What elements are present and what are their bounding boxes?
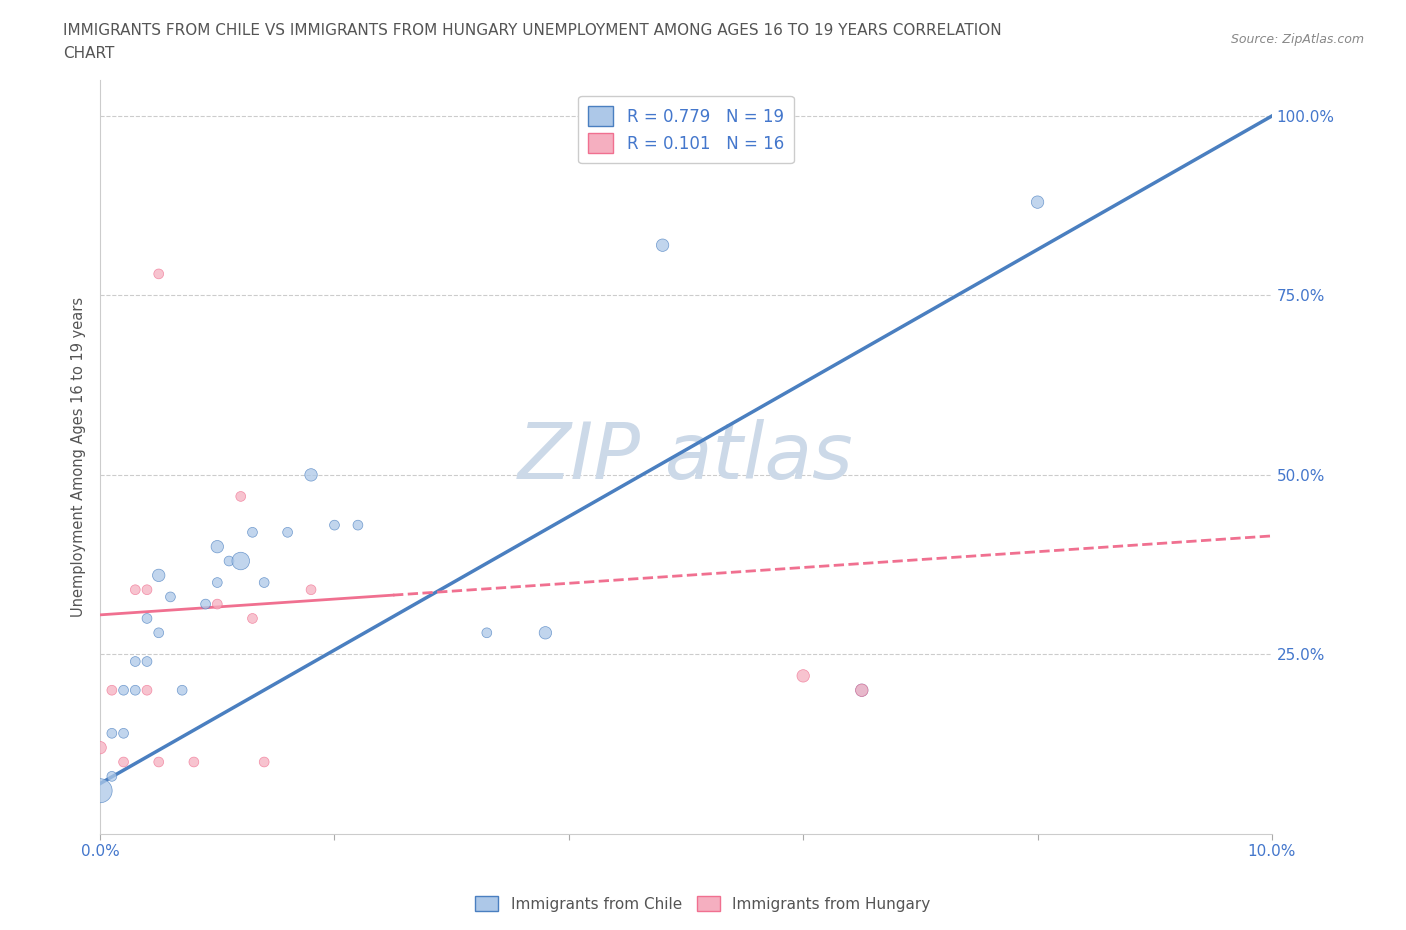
Point xyxy=(1026,194,1049,209)
Point xyxy=(148,267,170,282)
Point xyxy=(242,525,264,539)
Point xyxy=(112,725,135,740)
Point xyxy=(112,754,135,769)
Point xyxy=(651,238,673,253)
Point xyxy=(207,575,229,590)
Point xyxy=(89,740,111,755)
Point xyxy=(124,683,146,698)
Point xyxy=(475,625,498,640)
Point xyxy=(207,597,229,612)
Text: ZIP atlas: ZIP atlas xyxy=(519,418,853,495)
Point xyxy=(851,683,873,698)
Point xyxy=(299,582,322,597)
Point xyxy=(148,568,170,583)
Point xyxy=(851,683,873,698)
Point xyxy=(229,489,252,504)
Point xyxy=(229,553,252,568)
Point xyxy=(112,683,135,698)
Point xyxy=(792,669,814,684)
Point xyxy=(124,582,146,597)
Point xyxy=(124,654,146,669)
Point xyxy=(299,468,322,483)
Text: CHART: CHART xyxy=(63,46,115,61)
Point xyxy=(136,611,159,626)
Point xyxy=(136,582,159,597)
Point xyxy=(148,754,170,769)
Point xyxy=(194,597,217,612)
Legend: R = 0.779   N = 19, R = 0.101   N = 16: R = 0.779 N = 19, R = 0.101 N = 16 xyxy=(578,96,794,164)
Point xyxy=(136,654,159,669)
Text: IMMIGRANTS FROM CHILE VS IMMIGRANTS FROM HUNGARY UNEMPLOYMENT AMONG AGES 16 TO 1: IMMIGRANTS FROM CHILE VS IMMIGRANTS FROM… xyxy=(63,23,1002,38)
Point xyxy=(207,539,229,554)
Point xyxy=(89,783,111,798)
Point xyxy=(148,625,170,640)
Point xyxy=(101,683,124,698)
Point xyxy=(347,518,370,533)
Point xyxy=(253,575,276,590)
Point xyxy=(101,769,124,784)
Point xyxy=(277,525,299,539)
Y-axis label: Unemployment Among Ages 16 to 19 years: Unemployment Among Ages 16 to 19 years xyxy=(72,297,86,617)
Point xyxy=(136,683,159,698)
Point xyxy=(218,553,240,568)
Point xyxy=(534,625,557,640)
Point xyxy=(101,725,124,740)
Point xyxy=(253,754,276,769)
Point xyxy=(172,683,194,698)
Point xyxy=(183,754,205,769)
Point xyxy=(159,590,181,604)
Text: Source: ZipAtlas.com: Source: ZipAtlas.com xyxy=(1230,33,1364,46)
Legend: Immigrants from Chile, Immigrants from Hungary: Immigrants from Chile, Immigrants from H… xyxy=(470,889,936,918)
Point xyxy=(242,611,264,626)
Point xyxy=(323,518,346,533)
